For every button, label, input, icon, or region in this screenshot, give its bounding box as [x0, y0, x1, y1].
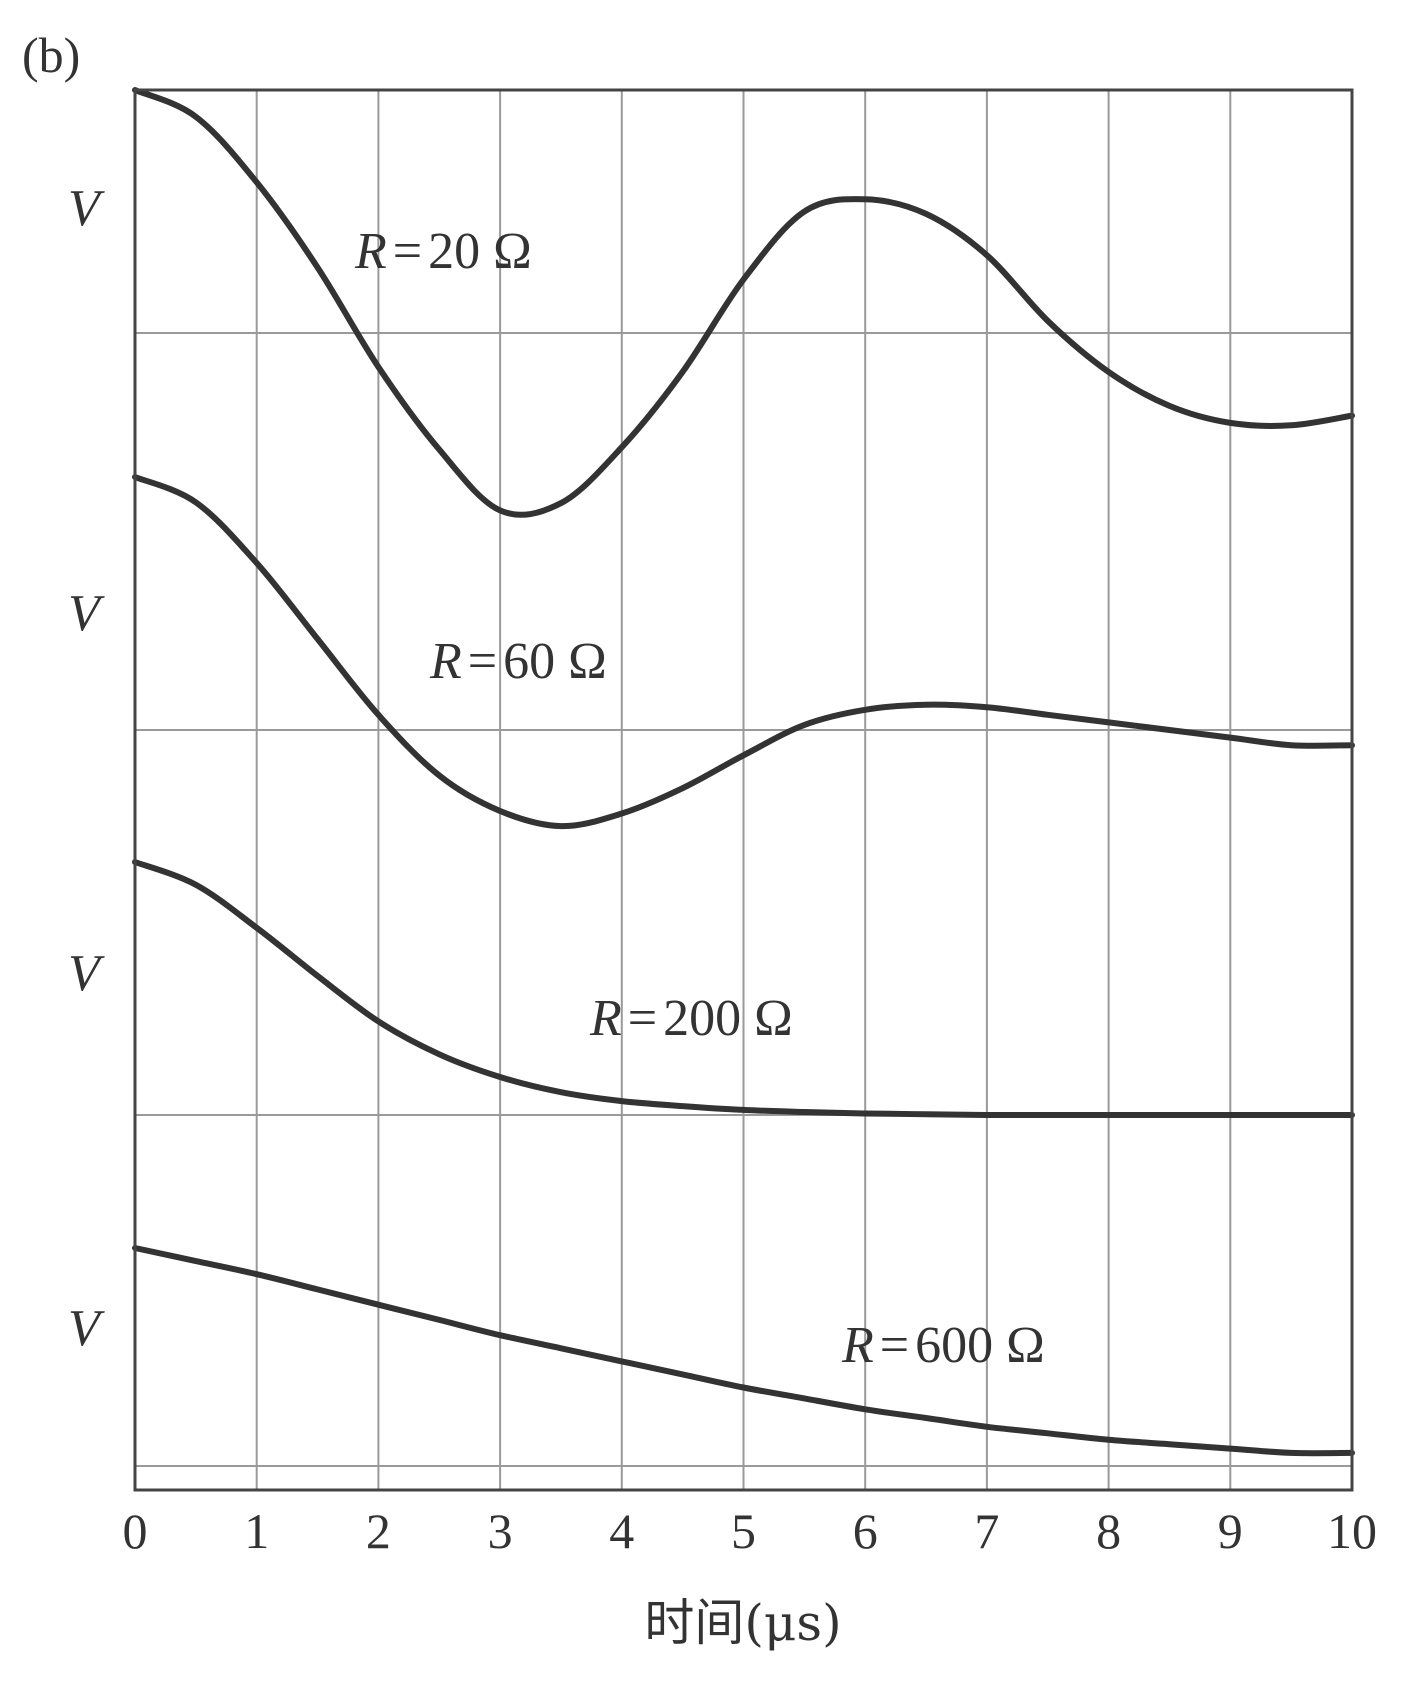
- panel-label: (b): [22, 27, 80, 83]
- series-line-1: [132, 87, 1355, 518]
- series-line-3: [132, 859, 1355, 1119]
- y-axis-label-3: V: [68, 945, 105, 1002]
- series-line-2: [132, 474, 1355, 830]
- x-tick-label: 4: [609, 1503, 634, 1559]
- x-tick-label: 5: [731, 1503, 756, 1559]
- x-tick-label: 1: [244, 1503, 269, 1559]
- series-line-4: [132, 1245, 1355, 1457]
- labels: V R = 20 Ω V R = 60 Ω V R = 200 Ω V R = 600 Ω: [68, 180, 1045, 1374]
- series-label-1: R = 20 Ω: [354, 223, 532, 280]
- x-tick-label: 9: [1218, 1503, 1243, 1559]
- y-axis-label-4: V: [68, 1300, 105, 1357]
- grid: [134, 90, 1353, 1490]
- x-tick-label: 10: [1327, 1503, 1377, 1559]
- x-tick-labels: 0 1 2 3 4 5 6 7 8 9 10: [123, 1503, 1378, 1559]
- series-label-2: R = 60 Ω: [429, 633, 607, 690]
- series-label-3: R = 200 Ω: [589, 990, 793, 1047]
- x-tick-label: 6: [853, 1503, 878, 1559]
- curves: [132, 87, 1355, 1457]
- x-axis-label: 时间(μs): [644, 1594, 841, 1652]
- x-tick-label: 8: [1096, 1503, 1121, 1559]
- x-tick-label: 0: [123, 1503, 148, 1559]
- x-tick-label: 2: [366, 1503, 391, 1559]
- y-axis-label-1: V: [68, 180, 105, 237]
- x-tick-label: 3: [488, 1503, 513, 1559]
- plot-frame: [133, 88, 1354, 1492]
- x-tick-label: 7: [974, 1503, 999, 1559]
- y-axis-label-2: V: [68, 585, 105, 642]
- series-label-4: R = 600 Ω: [841, 1317, 1045, 1374]
